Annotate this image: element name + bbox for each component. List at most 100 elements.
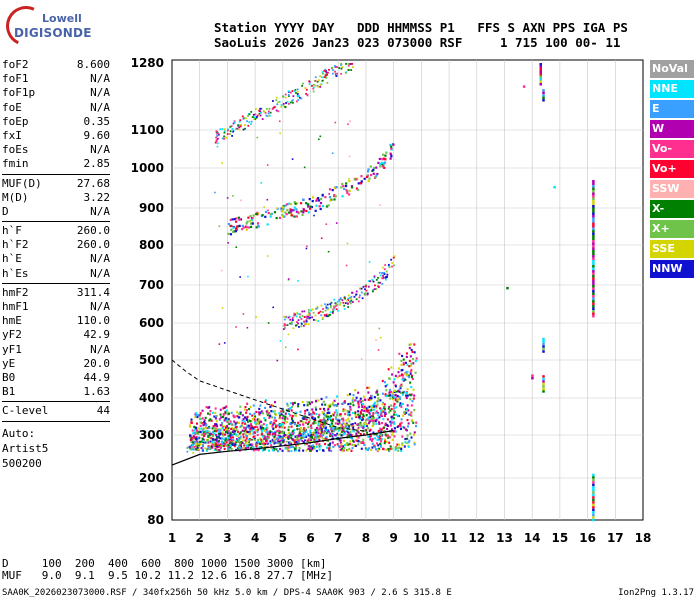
echo-point xyxy=(195,429,198,432)
model-curve xyxy=(171,359,366,432)
echo-point xyxy=(400,363,403,366)
param-row-fof2: foF2 8.600 xyxy=(2,58,110,72)
echo-point xyxy=(233,415,236,419)
echo-point xyxy=(394,374,397,377)
echo-point xyxy=(282,410,285,413)
echo-point xyxy=(413,443,416,446)
echo-point xyxy=(248,430,251,434)
echo-point xyxy=(245,411,248,414)
echo-point xyxy=(389,445,392,448)
echo-point xyxy=(361,416,364,419)
echo-point xyxy=(212,443,215,446)
echo-point xyxy=(209,445,212,448)
spur-point xyxy=(592,518,595,522)
echo-point xyxy=(347,432,350,435)
trace-point xyxy=(288,315,291,318)
trace-point xyxy=(312,90,315,93)
echo-point xyxy=(412,362,415,365)
trace-point xyxy=(238,120,241,123)
echo-point xyxy=(389,424,392,427)
echo-point xyxy=(212,434,215,438)
echo-point xyxy=(375,432,378,436)
echo-point xyxy=(203,421,206,424)
spur-point xyxy=(592,235,595,238)
x-tick-label: 8 xyxy=(362,531,370,545)
echo-point xyxy=(248,419,251,422)
spur-point xyxy=(592,207,595,210)
echo-point xyxy=(394,446,397,449)
echo-point xyxy=(234,427,237,431)
trace-point xyxy=(358,424,361,427)
echo-point xyxy=(320,423,323,426)
echo-point xyxy=(230,427,233,431)
trace-point xyxy=(195,445,197,447)
trace-point xyxy=(267,110,270,113)
echo-point xyxy=(190,440,193,444)
echo-point xyxy=(342,427,345,430)
echo-point xyxy=(221,426,224,429)
echo-point xyxy=(376,403,379,406)
echo-point xyxy=(202,424,205,427)
trace-point xyxy=(309,314,311,317)
echo-point xyxy=(405,355,408,359)
trace-point xyxy=(329,303,332,306)
echo-point xyxy=(293,422,296,426)
trace-point xyxy=(348,424,351,427)
echo-point xyxy=(244,432,247,435)
param-row-clevel: C-level 44 xyxy=(2,404,110,418)
version-label: Ion2Png 1.3.17 xyxy=(618,588,694,598)
trace-point xyxy=(284,324,287,326)
scatter-point xyxy=(305,323,307,326)
echo-point xyxy=(367,409,370,412)
scatter-point xyxy=(223,342,226,344)
echo-point xyxy=(379,432,382,435)
trace-point xyxy=(282,441,284,444)
echo-point xyxy=(271,438,274,441)
echo-point xyxy=(382,418,385,421)
trace-point xyxy=(235,217,238,220)
legend: NoVal NNE E W Vo- Vo+ SSW X- X+ SSE NNW xyxy=(650,60,694,280)
trace-point xyxy=(229,218,232,222)
echo-point xyxy=(262,435,265,438)
trace-point xyxy=(360,424,363,427)
x-tick-label: 12 xyxy=(468,531,485,545)
echo-point xyxy=(355,439,358,442)
trace-point xyxy=(263,442,266,445)
echo-point xyxy=(397,449,400,452)
echo-point xyxy=(246,415,249,419)
echo-point xyxy=(337,402,340,406)
trace-point xyxy=(384,411,387,414)
echo-point xyxy=(319,445,322,448)
trace-point xyxy=(308,83,311,85)
x-tick-label: 5 xyxy=(279,531,287,545)
echo-point xyxy=(249,419,252,423)
spur-point xyxy=(539,73,542,76)
trace-point xyxy=(389,143,392,147)
param-row-foes: foEs N/A xyxy=(2,143,110,157)
spur-point xyxy=(592,192,595,195)
trace-point xyxy=(259,114,262,117)
echo-point xyxy=(317,399,320,402)
trace-point xyxy=(236,127,239,130)
echo-point xyxy=(332,426,335,429)
trace-point xyxy=(387,263,390,266)
echo-point xyxy=(265,423,268,427)
echo-point xyxy=(216,436,219,439)
trace-point xyxy=(278,100,281,103)
echo-point xyxy=(409,413,412,416)
trace-point xyxy=(247,438,250,441)
echo-point xyxy=(236,447,239,450)
echo-point xyxy=(406,441,409,445)
trace-point xyxy=(393,396,396,399)
trace-point xyxy=(291,90,294,92)
echo-point xyxy=(249,426,252,429)
trace-point xyxy=(363,425,366,428)
trace-point xyxy=(351,291,354,294)
trace-point xyxy=(330,301,333,304)
echo-point xyxy=(279,447,282,451)
echo-point xyxy=(340,447,343,450)
scatter-point xyxy=(240,199,242,202)
echo-point xyxy=(385,440,388,444)
echo-point xyxy=(351,397,354,400)
